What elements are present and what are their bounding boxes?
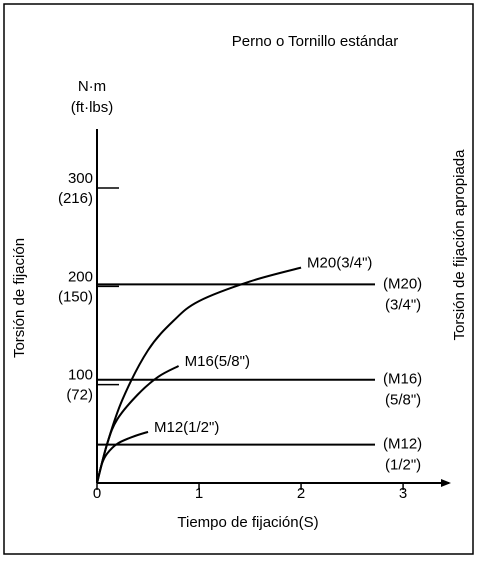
y-unit-secondary: (ft·lbs) xyxy=(71,99,114,116)
x-axis-arrow xyxy=(441,479,451,487)
x-tick-label: 0 xyxy=(93,485,101,502)
curve-label: M12(1/2") xyxy=(154,419,219,436)
y-unit: N·m xyxy=(78,78,106,95)
y-tick-label-secondary: (150) xyxy=(58,288,93,305)
curve xyxy=(96,266,302,484)
curve xyxy=(96,365,180,484)
y2-axis-label: Torsión de fijación apropiada xyxy=(451,149,468,341)
curve xyxy=(96,430,149,484)
x-tick-label: 2 xyxy=(297,485,305,502)
curve-label: M16(5/8") xyxy=(185,353,250,370)
reference-label: (M16) xyxy=(383,371,422,388)
chart-title: Perno o Tornillo estándar xyxy=(232,33,399,50)
y-tick-label: 100 xyxy=(68,367,93,384)
reference-label: (M20) xyxy=(383,275,422,292)
y-tick-label: 300 xyxy=(68,170,93,187)
x-tick-label: 3 xyxy=(399,485,407,502)
x-tick-label: 1 xyxy=(195,485,203,502)
y-tick-label-secondary: (72) xyxy=(66,387,93,404)
reference-label: (M12) xyxy=(383,436,422,453)
curve-label: M20(3/4") xyxy=(307,255,372,272)
y-tick-label-secondary: (216) xyxy=(58,190,93,207)
reference-size: (5/8") xyxy=(385,392,421,409)
y-axis-label: Torsión de fijación xyxy=(11,238,28,358)
y-tick-label: 200 xyxy=(68,268,93,285)
reference-size: (1/2") xyxy=(385,457,421,474)
reference-size: (3/4") xyxy=(385,296,421,313)
x-axis-label: Tiempo de fijación(S) xyxy=(177,514,318,531)
frame xyxy=(3,3,474,555)
